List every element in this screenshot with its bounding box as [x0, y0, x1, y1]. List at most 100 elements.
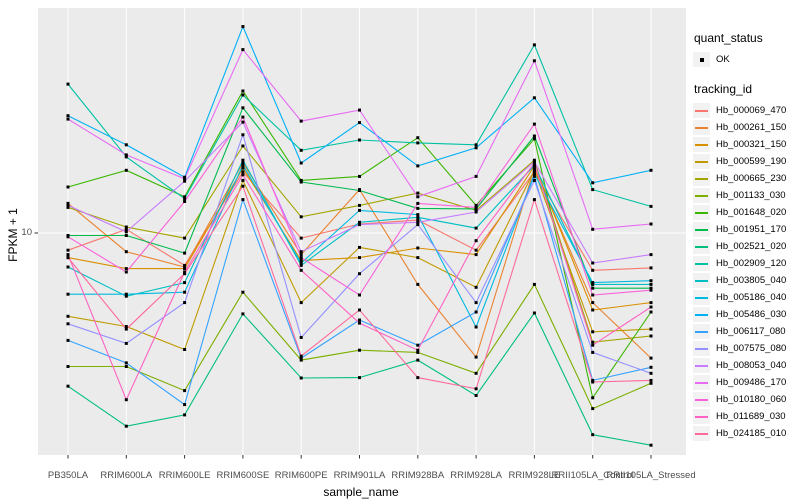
data-point	[416, 195, 420, 199]
data-point	[358, 174, 361, 178]
legend-item-Hb_010180_060: Hb_010180_060	[693, 391, 799, 408]
legend-line-swatch	[695, 330, 708, 333]
legend-key-box	[693, 154, 710, 169]
legend-key-box	[693, 392, 710, 407]
data-point	[649, 305, 653, 309]
data-point	[358, 376, 361, 380]
data-point	[358, 223, 361, 227]
legend-item-label: Hb_002909_120	[716, 258, 787, 269]
legend-item-Hb_000599_190: Hb_000599_190	[693, 153, 799, 170]
data-point	[532, 311, 536, 315]
data-point	[591, 378, 595, 382]
data-point	[124, 327, 128, 331]
data-point	[416, 191, 420, 195]
data-point	[532, 282, 536, 286]
data-point	[66, 117, 70, 121]
legend-tracking-id-items: Hb_000069_470 Hb_000261_150 Hb_000321_150 H…	[693, 102, 799, 442]
data-point	[183, 251, 187, 255]
data-point	[358, 220, 361, 224]
legend-item-Hb_006117_080: Hb_006117_080	[693, 323, 799, 340]
legend-key-box	[693, 120, 710, 135]
legend-key-box	[693, 222, 710, 237]
data-point	[532, 161, 536, 165]
data-point	[532, 43, 536, 47]
data-point	[532, 178, 536, 182]
data-point	[591, 286, 595, 290]
data-point	[358, 318, 361, 322]
data-point	[416, 343, 420, 347]
legend-item-label: Hb_000599_190	[716, 156, 787, 167]
x-tick-label: PB350LA	[48, 470, 89, 481]
data-point	[591, 308, 595, 312]
data-point	[299, 268, 303, 272]
data-point	[241, 120, 245, 124]
chart-legend: quant_status OK tracking_id Hb_000069_47…	[693, 31, 799, 442]
data-point	[474, 174, 478, 178]
data-point	[649, 371, 653, 375]
data-point	[299, 215, 303, 219]
legend-key-box	[693, 409, 710, 424]
data-point	[241, 115, 245, 119]
data-point	[358, 203, 361, 207]
data-point	[299, 256, 303, 260]
data-point	[474, 253, 478, 257]
data-point	[416, 282, 420, 286]
data-point	[649, 310, 653, 314]
data-point	[649, 286, 653, 290]
data-point	[649, 253, 653, 257]
data-point	[532, 166, 536, 170]
legend-line-swatch	[695, 415, 708, 418]
x-tick-labels: PB350LA RRIM600LA RRIM600LE RRIM600SE RRIM60…	[48, 470, 696, 481]
legend-item-label: Hb_001951_170	[716, 224, 787, 235]
data-point	[241, 93, 245, 97]
data-point	[474, 394, 478, 397]
legend-key-box	[693, 103, 710, 118]
data-point	[124, 227, 128, 231]
data-point	[299, 180, 303, 184]
legend-line-swatch	[695, 296, 708, 299]
data-point	[183, 413, 187, 417]
legend-item-Hb_001951_170: Hb_001951_170	[693, 221, 799, 238]
data-point	[241, 144, 245, 148]
data-point	[66, 114, 70, 118]
data-point	[241, 158, 245, 162]
data-point	[183, 179, 187, 183]
data-point	[416, 376, 420, 380]
data-point	[358, 321, 361, 325]
data-point	[124, 168, 128, 172]
x-tick-label: RRIM600LE	[159, 470, 211, 481]
data-point	[241, 178, 245, 182]
data-point	[416, 136, 420, 140]
data-point	[649, 204, 653, 208]
panel-background	[38, 8, 686, 455]
data-point	[299, 250, 303, 254]
legend-item-Hb_000665_230: Hb_000665_230	[693, 170, 799, 187]
data-point	[474, 239, 478, 243]
legend-item-Hb_003805_040: Hb_003805_040	[693, 272, 799, 289]
data-point	[124, 365, 128, 368]
legend-key-box	[693, 273, 710, 288]
data-point	[241, 170, 245, 174]
data-point	[474, 387, 478, 391]
legend-line-swatch	[695, 364, 708, 367]
data-point	[649, 301, 653, 305]
x-tick-label: RRIM600LA	[100, 470, 152, 481]
legend-line-swatch	[695, 313, 708, 316]
data-point	[591, 227, 595, 231]
legend-key-box	[693, 137, 710, 152]
data-point	[299, 301, 303, 305]
black-point-icon	[699, 57, 704, 62]
data-point	[532, 174, 536, 178]
legend-spacer	[693, 68, 799, 82]
y-axis-tick-label: 10	[21, 227, 32, 238]
data-point	[474, 301, 478, 305]
data-point	[183, 195, 187, 199]
legend-key-box	[693, 239, 710, 254]
legend-line-swatch	[695, 398, 708, 401]
data-point	[591, 350, 595, 354]
data-point	[358, 348, 361, 352]
data-point	[183, 403, 187, 407]
data-point	[591, 340, 595, 344]
data-point	[358, 108, 361, 112]
data-point	[358, 256, 361, 260]
